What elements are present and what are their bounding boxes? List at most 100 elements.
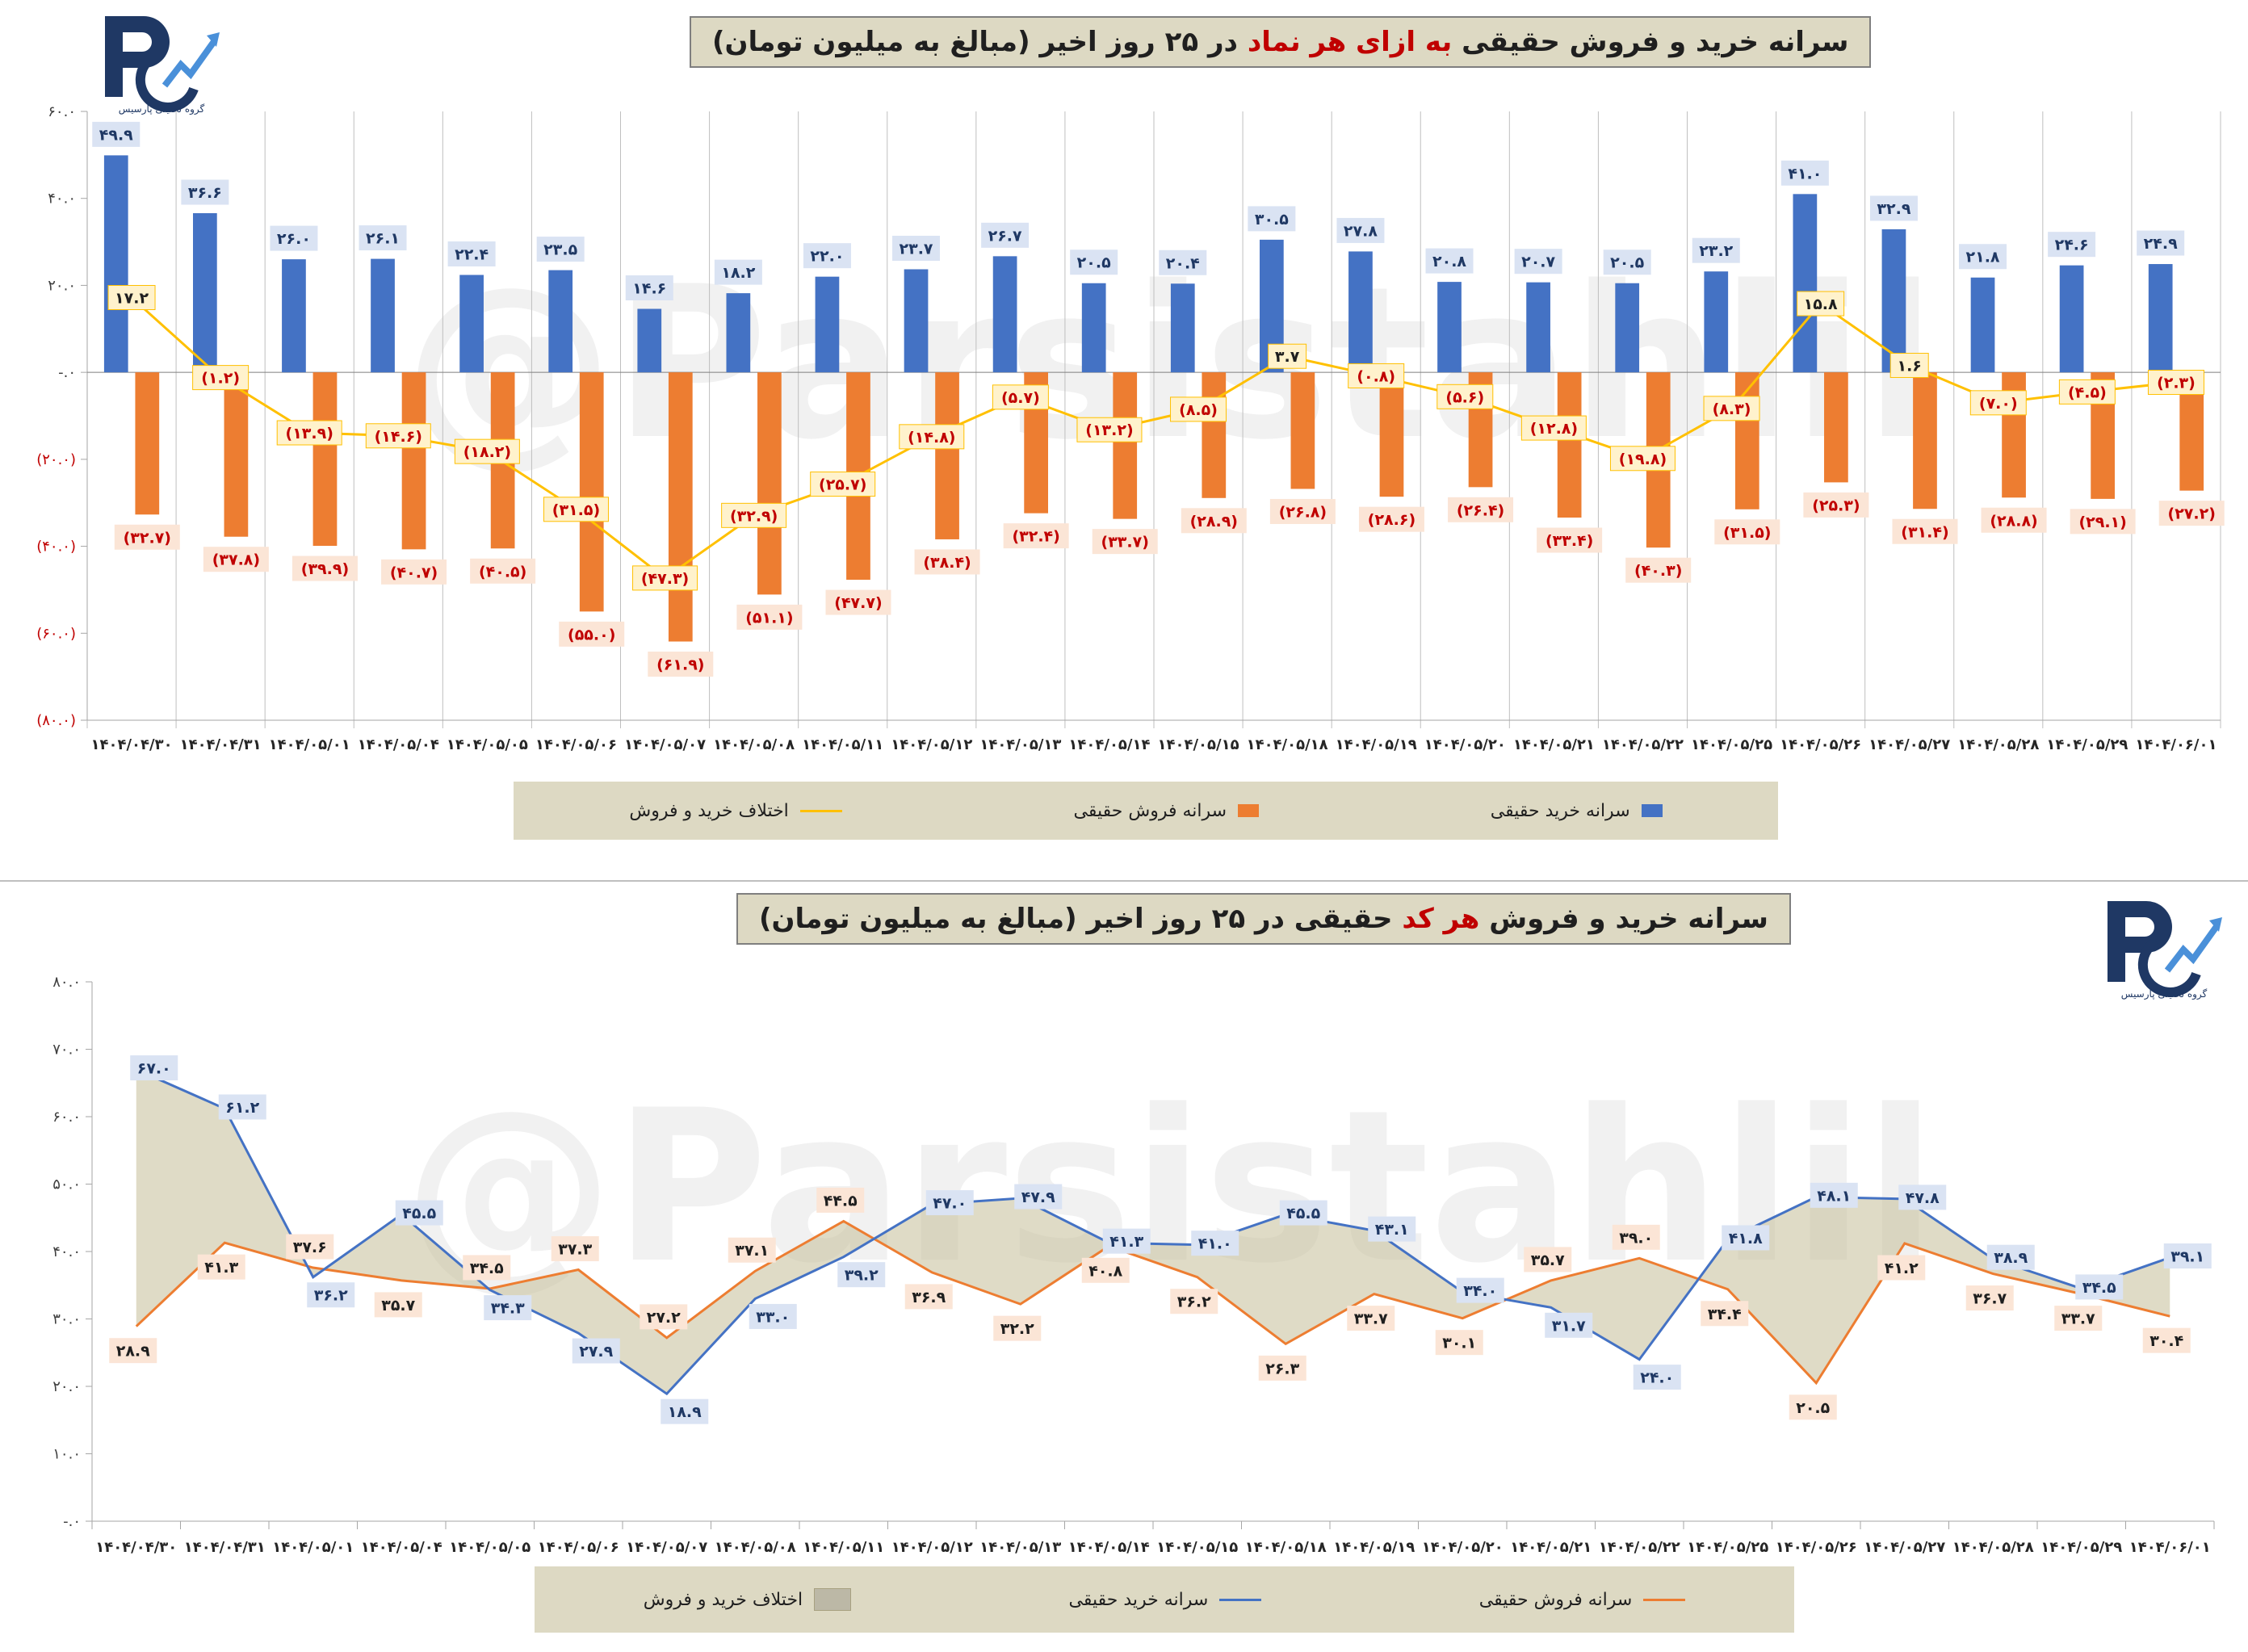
legend-label: سرانه فروش حقیقی: [1073, 800, 1227, 821]
y-tick-label: ۸۰.۰: [52, 974, 81, 991]
sell-data-label-box: [1701, 1301, 1749, 1327]
sell-data-label: (۴۷.۷): [825, 589, 891, 615]
sell-data-label-box: [1537, 527, 1603, 553]
sell-data-label-box: [463, 1255, 511, 1281]
sell-bar: [1824, 372, 1848, 483]
x-tick-label: ۱۴۰۴/۰۵/۲۶: [1780, 736, 1861, 753]
buy-data-label-text: ۲۰.۴: [1166, 254, 1200, 272]
diff-data-label-text: ۱۵.۸: [1804, 296, 1838, 313]
sell-data-label-box: [2158, 501, 2225, 526]
y-tick-label: ۳۰.۰: [52, 1311, 81, 1328]
sell-data-label-text: (۲۸.۶): [1368, 511, 1415, 529]
sell-data-label-box: [1803, 492, 1869, 518]
sell-data-label: ۳۳.۷: [2054, 1306, 2103, 1331]
buy-data-label-text: ۴۵.۵: [402, 1205, 436, 1222]
sell-data-label-text: (۳۱.۴): [1901, 523, 1948, 541]
sell-data-label-text: (۴۰.۳): [1634, 562, 1682, 580]
sell-data-label: ۴۴.۵: [816, 1187, 865, 1213]
buy-data-label-box: [1986, 1244, 2035, 1270]
x-tick-label: ۱۴۰۴/۰۶/۰۱: [2129, 1539, 2211, 1556]
sell-bar: [224, 372, 249, 537]
buy-data-label: ۳۴.۵: [2075, 1274, 2124, 1300]
y-tick-label: -.۰: [58, 364, 76, 381]
sell-line: [135, 1219, 2170, 1386]
sell-data-label-text: ۴۴.۵: [824, 1192, 858, 1210]
buy-data-label-box: [307, 1282, 355, 1308]
buy-data-label-box: [1603, 249, 1651, 275]
sell-bar: [935, 372, 959, 539]
sell-data-label: ۳۶.۲: [1170, 1289, 1218, 1314]
sell-data-label: (۳۹.۹): [291, 556, 358, 581]
sell-data-label-text: ۲۷.۲: [647, 1309, 681, 1327]
sell-data-label-text: (۲۹.۱): [2078, 514, 2126, 531]
sell-data-label: ۳۶.۷: [1965, 1285, 2014, 1311]
diff-data-label: ۱۵.۸: [1797, 291, 1845, 317]
diff-data-label-box: [1969, 390, 2027, 416]
sell-data-label-box: [1981, 507, 2047, 533]
buy-data-label-box: [130, 1055, 178, 1081]
sell-data-label: ۳۴.۴: [1701, 1301, 1749, 1327]
buy-data-label-text: ۲۰.۵: [1077, 254, 1111, 272]
x-tick-label: ۱۴۰۴/۰۴/۳۰: [95, 1539, 177, 1556]
diff-data-label: ۱.۶: [1889, 353, 1929, 379]
buy-data-label-box: [625, 275, 673, 301]
legend-label: سرانه خرید حقیقی: [1490, 800, 1630, 821]
diff-data-label-text: (۲۵.۷): [819, 476, 866, 494]
buy-data-label: ۲۴.۹: [2137, 230, 2185, 256]
buy-data-label-box: [447, 241, 496, 267]
sell-data-label-text: ۳۰.۴: [2149, 1332, 2183, 1350]
buy-data-label-box: [1692, 237, 1740, 263]
diff-data-label-box: [1076, 417, 1143, 442]
sell-data-label-text: (۳۲.۴): [1012, 528, 1059, 546]
buy-bar: [1081, 283, 1106, 373]
buy-data-label-box: [1959, 244, 2007, 270]
buy-data-label: ۲۳.۵: [536, 237, 585, 262]
buy-data-label-box: [2075, 1274, 2124, 1300]
buy-data-label-text: ۲۶.۱: [366, 230, 400, 248]
sell-data-label-text: (۳۷.۸): [212, 551, 260, 569]
logo-icon: [2108, 901, 2222, 997]
buy-data-label: ۳۳.۰: [749, 1303, 797, 1329]
buy-data-label: ۲۲.۰: [803, 243, 851, 269]
sell-bar: [1113, 372, 1138, 519]
sell-data-label-text: (۲۵.۳): [1812, 497, 1860, 514]
buy-data-label: ۴۵.۵: [395, 1200, 443, 1226]
diff-data-label: (۱۹.۸): [1609, 446, 1676, 472]
buy-data-label-box: [892, 236, 941, 262]
diff-data-label-box: [1436, 384, 1494, 409]
buy-bar: [459, 275, 484, 373]
buy-data-label-box: [1070, 249, 1118, 275]
y-tick-label: ۶۰.۰: [52, 1109, 81, 1126]
sell-data-label-box: [1081, 1257, 1130, 1283]
sell-data-label-text: (۳۳.۴): [1546, 532, 1593, 550]
x-tick-label: ۱۴۰۴/۰۵/۲۹: [2040, 1539, 2122, 1556]
diff-data-label-text: ۳.۷: [1275, 348, 1300, 366]
sell-data-label-box: [559, 621, 625, 647]
sell-data-label-box: [914, 549, 980, 575]
diff-data-label-text: (۱۴.۸): [908, 429, 955, 447]
diff-data-label-box: [365, 423, 431, 449]
sell-data-label-text: ۳۷.۱: [735, 1242, 769, 1260]
sell-data-label: ۲۸.۹: [109, 1338, 157, 1364]
diff-data-label: (۸.۳): [1703, 396, 1760, 421]
legend-item-diff: اختلاف خرید و فروش: [644, 1588, 852, 1611]
buy-data-label-box: [2137, 230, 2185, 256]
x-tick-label: ۱۴۰۴/۰۵/۱۱: [802, 736, 883, 753]
x-tick-label: ۱۴۰۴/۰۵/۰۱: [272, 1539, 354, 1556]
diff-data-label-box: [107, 285, 156, 311]
x-tick-label: ۱۴۰۴/۰۵/۲۵: [1687, 1539, 1768, 1556]
sell-data-label: (۶۱.۹): [648, 652, 714, 677]
sell-bar: [312, 372, 338, 547]
buy-bar: [726, 293, 751, 373]
buy-data-label-box: [536, 237, 585, 262]
sell-data-label-text: ۳۵.۷: [381, 1297, 415, 1314]
legend-item-sell: سرانه فروش حقیقی: [1074, 801, 1260, 821]
diff-data-label-box: [810, 472, 876, 497]
buy-data-label-text: ۲۳.۵: [543, 241, 577, 259]
diff-data-label: (۷.۰): [1969, 390, 2027, 416]
x-tick-label: ۱۴۰۴/۰۵/۱۴: [1068, 1539, 1150, 1556]
diff-data-label-box: [1520, 415, 1587, 441]
sell-data-label-text: ۳۴.۵: [470, 1260, 504, 1277]
buy-data-label-text: ۴۱.۳: [1109, 1233, 1143, 1251]
